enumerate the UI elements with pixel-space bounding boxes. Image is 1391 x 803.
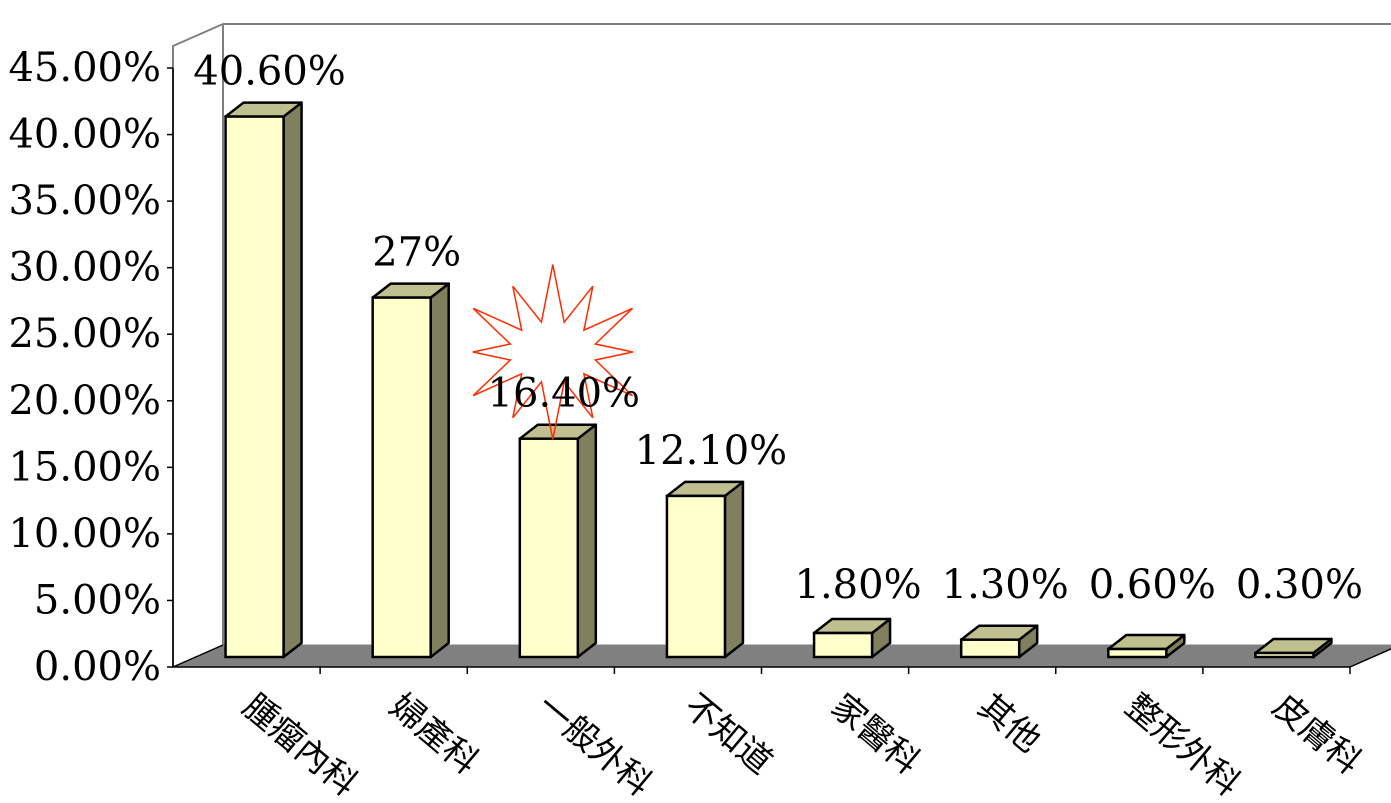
bar-front bbox=[224, 115, 285, 659]
y-tick-label: 20.00% bbox=[8, 378, 161, 424]
highlight-burst bbox=[472, 264, 634, 440]
chart-floor bbox=[172, 644, 1391, 668]
category-labels: 腫瘤內科 婦產科 一般外科 不知道 家醫科 其他 整形外科 皮膚科 bbox=[235, 667, 1369, 803]
bar bbox=[518, 423, 598, 659]
bar bbox=[665, 480, 745, 659]
data-label: 16.40% bbox=[488, 371, 641, 417]
y-axis-ticks: 0.00% 5.00% 10.00% 15.00% 20.00% 25.00% 30.00%… bbox=[8, 45, 174, 690]
y-tick-label: 5.00% bbox=[34, 577, 161, 623]
bar-side bbox=[282, 101, 303, 659]
data-label: 40.60% bbox=[193, 49, 346, 95]
data-label: 1.30% bbox=[942, 562, 1069, 608]
data-label: 0.60% bbox=[1089, 562, 1216, 608]
bar-front bbox=[1107, 647, 1168, 659]
bar bbox=[1107, 633, 1186, 659]
data-label: 0.30% bbox=[1236, 562, 1363, 608]
y-tick-label: 15.00% bbox=[8, 444, 161, 490]
bar-front bbox=[665, 494, 727, 659]
bar-front bbox=[959, 638, 1021, 659]
data-label: 1.80% bbox=[795, 562, 922, 608]
category-label: 皮膚科 bbox=[1265, 686, 1369, 782]
bar bbox=[959, 624, 1039, 659]
category-label: 婦產科 bbox=[382, 686, 486, 782]
explosion-burst-shape bbox=[472, 264, 634, 440]
bar bbox=[224, 101, 303, 659]
bar-front bbox=[371, 296, 432, 659]
category-label: 整形外科 bbox=[1118, 686, 1248, 803]
category-label: 家醫科 bbox=[823, 686, 927, 782]
y-tick-label: 40.00% bbox=[8, 112, 161, 158]
bars bbox=[224, 101, 1333, 659]
bar bbox=[1254, 637, 1333, 659]
y-tick-label: 30.00% bbox=[8, 245, 161, 291]
y-tick-label: 10.00% bbox=[8, 511, 161, 557]
data-labels: 40.60% 27% 16.40% 12.10% 1.80% 1.30% 0.60% 0.30… bbox=[193, 49, 1363, 608]
bar-side bbox=[429, 282, 450, 659]
y-tick-label: 0.00% bbox=[34, 644, 161, 690]
floor-left-edge bbox=[172, 644, 224, 668]
back-wall bbox=[222, 23, 1391, 645]
floor-right-edge bbox=[1349, 648, 1391, 668]
data-label: 27% bbox=[372, 230, 461, 276]
category-label: 其他 bbox=[970, 686, 1048, 760]
bar-side bbox=[723, 480, 745, 659]
category-label: 不知道 bbox=[676, 686, 780, 782]
y-tick-label: 25.00% bbox=[8, 311, 161, 357]
bar bbox=[812, 617, 892, 659]
y-tick-label: 35.00% bbox=[8, 178, 161, 224]
category-label: 一般外科 bbox=[529, 686, 659, 803]
bar-side bbox=[576, 423, 598, 659]
floor-plane bbox=[172, 644, 1391, 668]
bar bbox=[371, 282, 450, 659]
bar-front bbox=[518, 437, 580, 659]
category-label: 腫瘤內科 bbox=[235, 686, 365, 803]
y-tick-label: 45.00% bbox=[8, 45, 161, 91]
left-wall bbox=[172, 23, 224, 667]
data-label: 12.10% bbox=[635, 428, 788, 474]
bar-front bbox=[1254, 651, 1315, 659]
bar-front bbox=[812, 631, 874, 659]
